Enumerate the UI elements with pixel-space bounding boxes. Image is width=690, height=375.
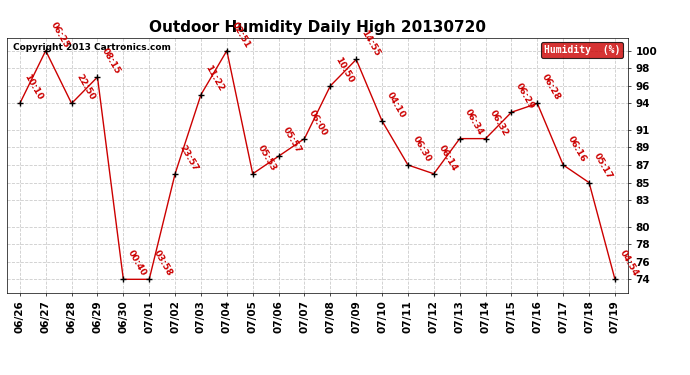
Text: 04:10: 04:10 <box>385 90 407 120</box>
Text: 06:32: 06:32 <box>489 108 511 137</box>
Title: Outdoor Humidity Daily High 20130720: Outdoor Humidity Daily High 20130720 <box>149 20 486 35</box>
Legend: Humidity  (%): Humidity (%) <box>541 42 623 58</box>
Text: 05:17: 05:17 <box>592 152 614 181</box>
Text: 05:57: 05:57 <box>282 126 304 155</box>
Text: 11:22: 11:22 <box>204 64 226 93</box>
Text: 06:29: 06:29 <box>514 82 536 111</box>
Text: 00:40: 00:40 <box>126 249 148 278</box>
Text: 08:15: 08:15 <box>100 46 122 76</box>
Text: 06:30: 06:30 <box>411 135 433 164</box>
Text: 06:00: 06:00 <box>307 108 329 137</box>
Text: Copyright 2013 Cartronics.com: Copyright 2013 Cartronics.com <box>13 43 171 52</box>
Text: 04:54: 04:54 <box>618 249 640 278</box>
Text: 23:57: 23:57 <box>178 143 200 172</box>
Text: 14:55: 14:55 <box>359 29 381 58</box>
Text: 05:53: 05:53 <box>255 143 277 172</box>
Text: 03:58: 03:58 <box>152 249 174 278</box>
Text: 06:25: 06:25 <box>48 20 70 49</box>
Text: 10:50: 10:50 <box>333 56 355 84</box>
Text: 06:28: 06:28 <box>540 73 562 102</box>
Text: 06:34: 06:34 <box>462 108 484 137</box>
Text: 22:50: 22:50 <box>75 73 97 102</box>
Text: 06:14: 06:14 <box>437 143 459 172</box>
Text: 02:51: 02:51 <box>230 20 252 49</box>
Text: 06:16: 06:16 <box>566 134 588 164</box>
Text: 10:10: 10:10 <box>23 73 45 102</box>
